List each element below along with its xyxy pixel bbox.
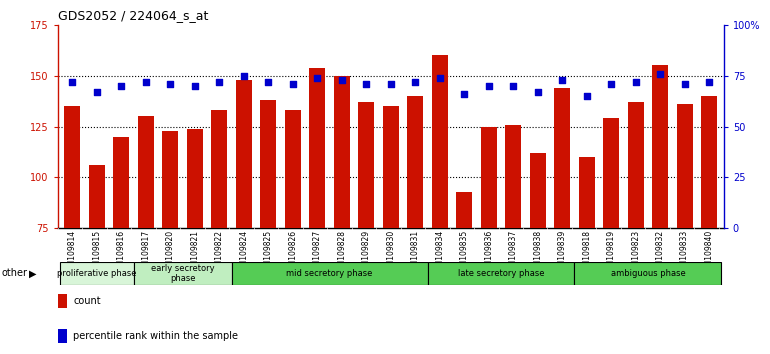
Point bbox=[91, 89, 103, 95]
Bar bbox=[358, 102, 374, 228]
Text: ambiguous phase: ambiguous phase bbox=[611, 269, 685, 278]
Bar bbox=[457, 192, 472, 228]
Bar bbox=[574, 262, 721, 285]
Point bbox=[409, 79, 421, 85]
Bar bbox=[236, 80, 252, 228]
Bar bbox=[603, 118, 619, 228]
Point bbox=[139, 79, 152, 85]
Point bbox=[189, 83, 201, 89]
Point bbox=[434, 75, 446, 81]
Text: early secretory
phase: early secretory phase bbox=[151, 264, 215, 283]
Point bbox=[507, 83, 520, 89]
Bar bbox=[138, 116, 154, 228]
Bar bbox=[187, 129, 203, 228]
Point bbox=[286, 81, 299, 87]
Bar bbox=[427, 262, 574, 285]
Point bbox=[164, 81, 176, 87]
Bar bbox=[65, 106, 80, 228]
Bar bbox=[260, 100, 276, 228]
Text: GDS2052 / 224064_s_at: GDS2052 / 224064_s_at bbox=[58, 9, 208, 22]
Point bbox=[703, 79, 715, 85]
Point bbox=[311, 75, 323, 81]
Bar bbox=[162, 131, 179, 228]
Text: count: count bbox=[73, 296, 101, 306]
Point bbox=[678, 81, 691, 87]
Bar bbox=[212, 110, 227, 228]
Bar bbox=[334, 76, 350, 228]
Text: percentile rank within the sample: percentile rank within the sample bbox=[73, 331, 238, 341]
Bar bbox=[310, 68, 325, 228]
Point bbox=[384, 81, 397, 87]
Point bbox=[581, 93, 593, 99]
Bar bbox=[505, 125, 521, 228]
Point bbox=[238, 73, 250, 79]
Bar bbox=[232, 262, 427, 285]
Point bbox=[336, 77, 348, 82]
Bar bbox=[628, 102, 644, 228]
Point bbox=[630, 79, 642, 85]
Bar bbox=[701, 96, 717, 228]
Text: ▶: ▶ bbox=[29, 268, 37, 278]
Text: other: other bbox=[2, 268, 28, 278]
Point bbox=[116, 83, 128, 89]
Bar bbox=[554, 88, 570, 228]
Point bbox=[213, 79, 226, 85]
Point bbox=[458, 91, 470, 97]
Text: late secretory phase: late secretory phase bbox=[457, 269, 544, 278]
Bar bbox=[432, 55, 447, 228]
Point bbox=[531, 89, 544, 95]
Text: proliferative phase: proliferative phase bbox=[57, 269, 137, 278]
Bar bbox=[285, 110, 301, 228]
Point bbox=[360, 81, 373, 87]
Bar bbox=[60, 262, 134, 285]
Bar bbox=[407, 96, 424, 228]
Bar bbox=[530, 153, 546, 228]
Point bbox=[654, 71, 666, 76]
Bar bbox=[677, 104, 692, 228]
Bar bbox=[134, 262, 232, 285]
Bar bbox=[113, 137, 129, 228]
Point bbox=[483, 83, 495, 89]
Point bbox=[262, 79, 274, 85]
Point bbox=[66, 79, 79, 85]
Bar bbox=[480, 127, 497, 228]
Point bbox=[605, 81, 618, 87]
Bar bbox=[652, 65, 668, 228]
Bar bbox=[383, 106, 399, 228]
Text: mid secretory phase: mid secretory phase bbox=[286, 269, 373, 278]
Bar bbox=[89, 165, 105, 228]
Point bbox=[556, 77, 568, 82]
Bar bbox=[579, 157, 594, 228]
